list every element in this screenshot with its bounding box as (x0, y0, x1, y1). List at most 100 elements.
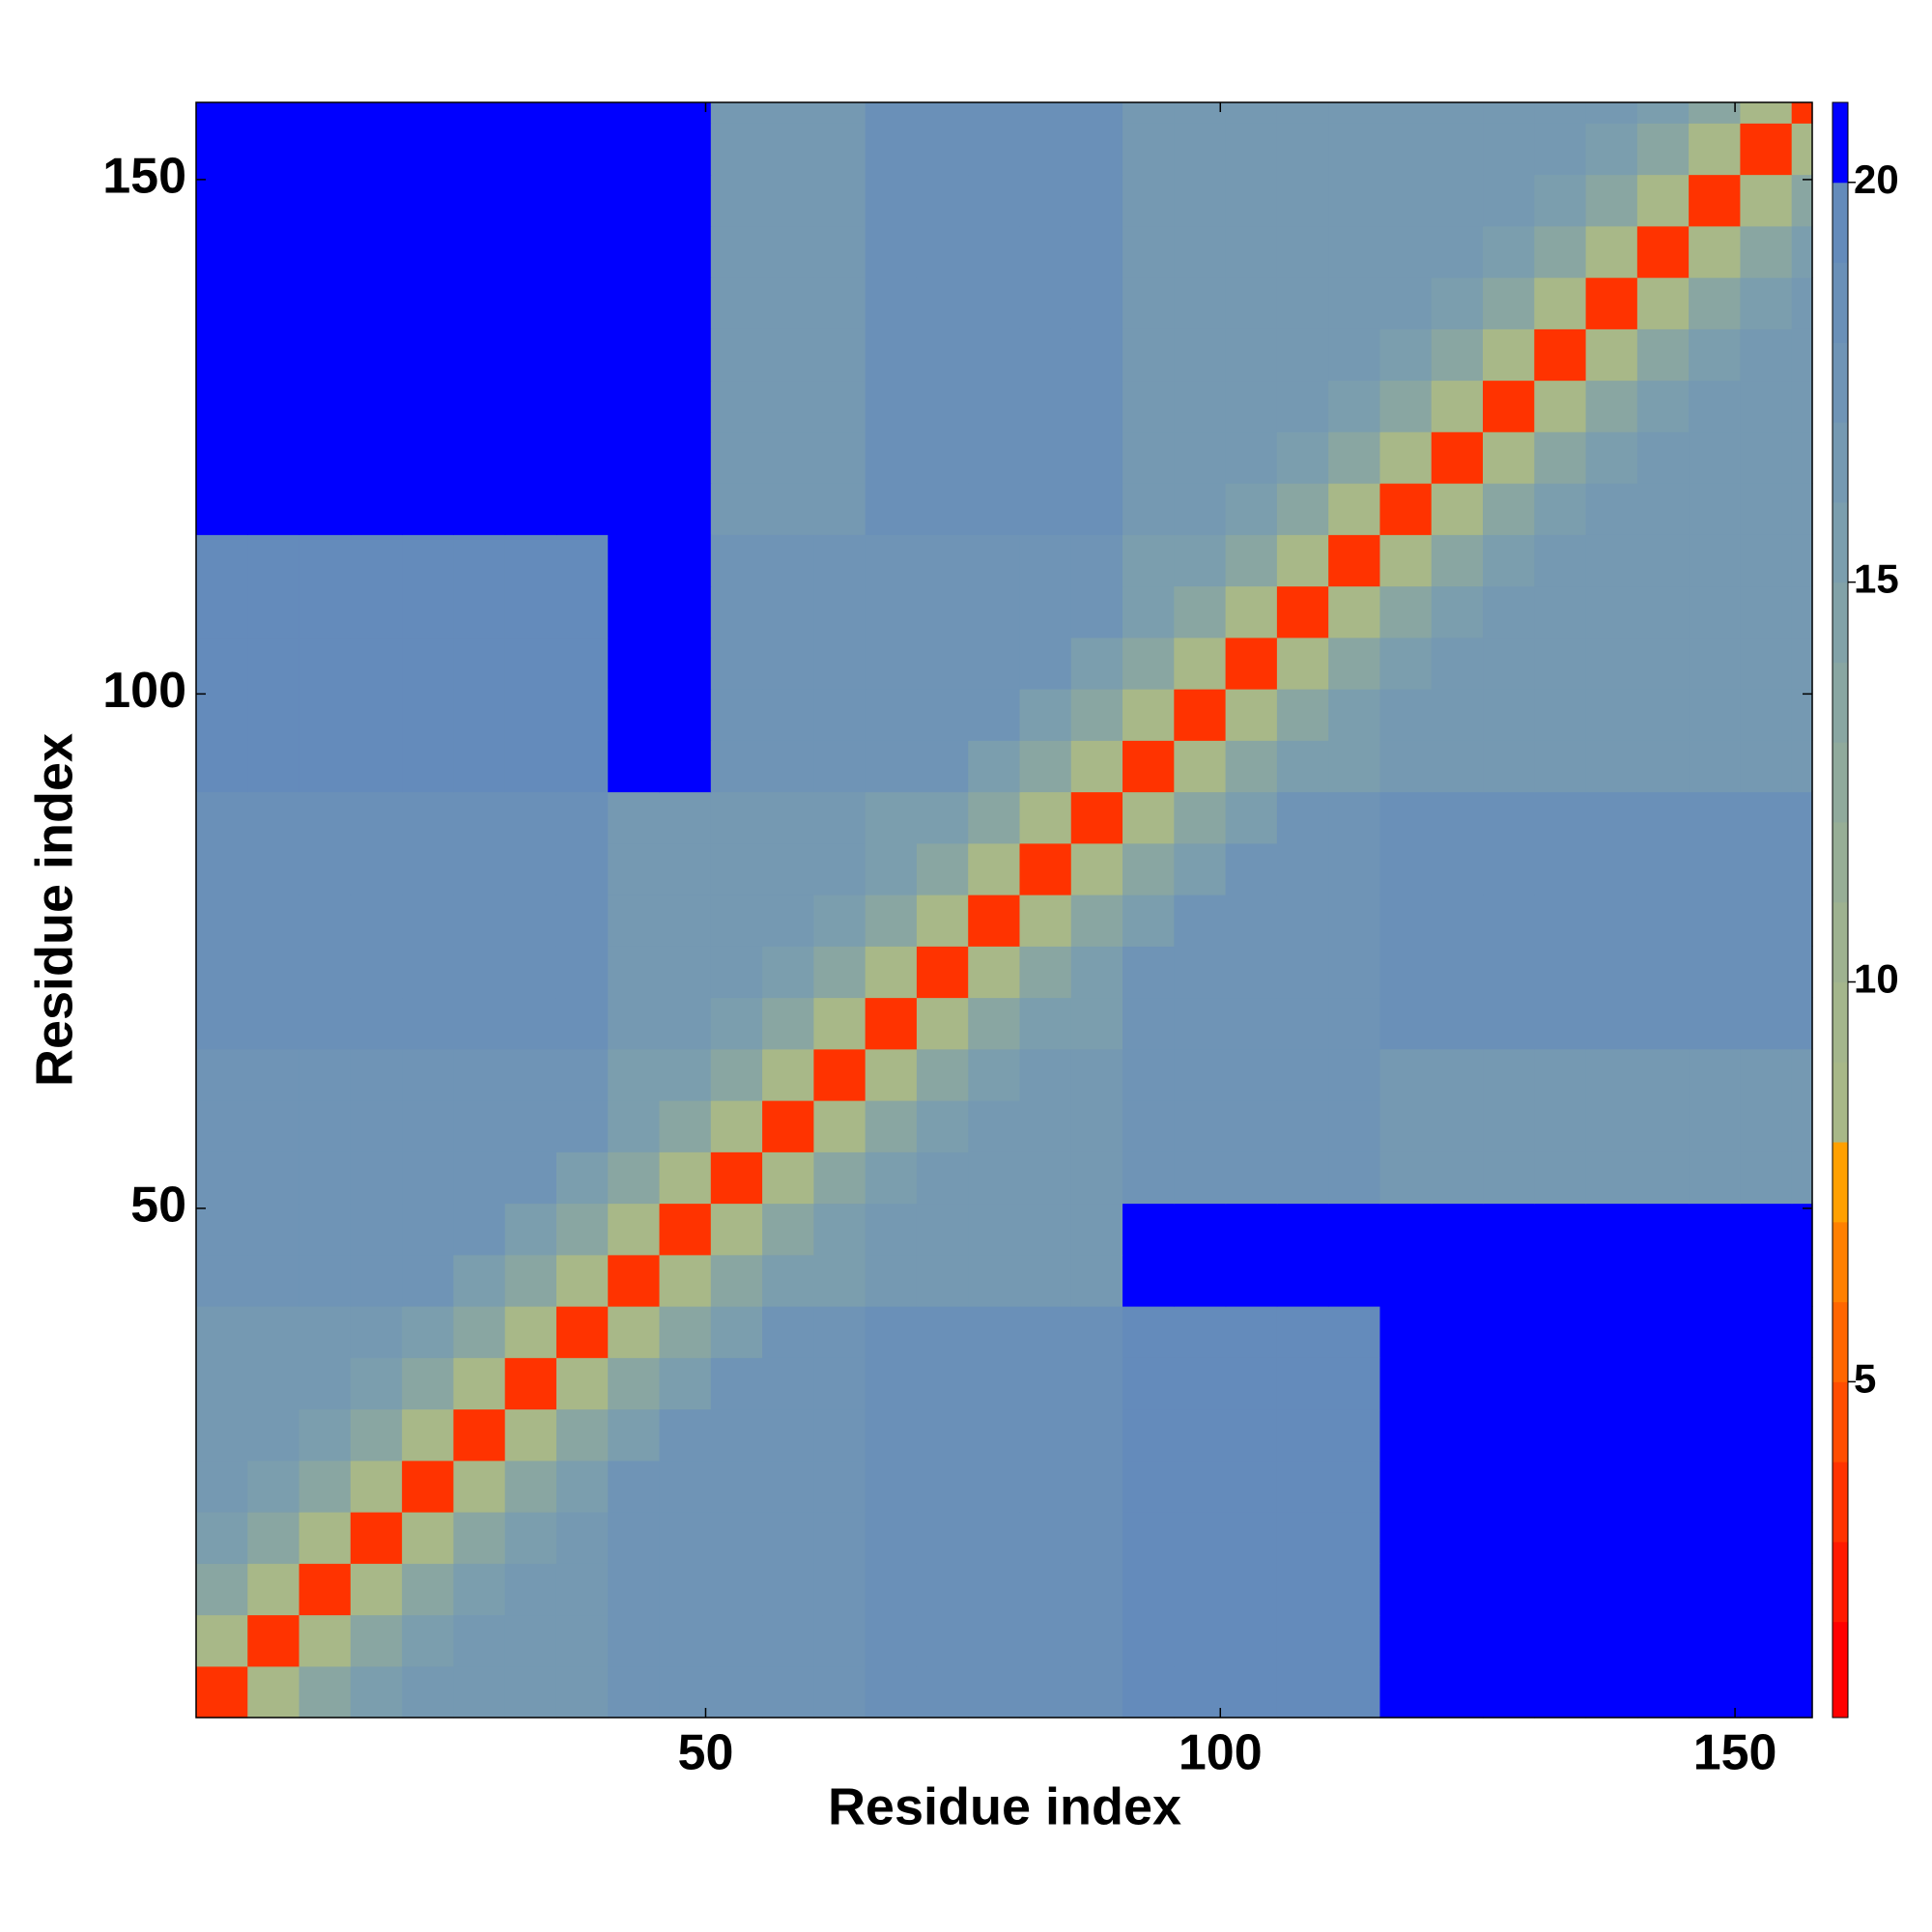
heatmap-cell (402, 637, 455, 690)
heatmap-cell (968, 1357, 1021, 1410)
heatmap-cell (1689, 1048, 1742, 1101)
heatmap-cell (1174, 689, 1227, 741)
heatmap-cell (504, 1357, 557, 1410)
heatmap-cell (865, 946, 918, 999)
heatmap-cell (504, 946, 557, 999)
heatmap-cell (1225, 1408, 1278, 1462)
heatmap-cell (1122, 791, 1175, 844)
heatmap-cell (247, 1203, 300, 1256)
heatmap-cell (865, 689, 918, 741)
heatmap-cell (1740, 123, 1793, 176)
heatmap-cell (1585, 1408, 1638, 1462)
heatmap-cell (1689, 431, 1742, 484)
heatmap-cell (968, 123, 1021, 176)
heatmap-cell (1122, 1151, 1175, 1205)
heatmap-cell (1534, 1254, 1587, 1307)
heatmap-cell (1019, 1665, 1072, 1719)
colorbar-band (1833, 262, 1848, 343)
heatmap-cell (1276, 1408, 1329, 1462)
heatmap-cell (1740, 946, 1793, 999)
heatmap-cell (762, 997, 814, 1050)
heatmap-cell (916, 1665, 969, 1719)
heatmap-cell (1791, 637, 1813, 690)
heatmap-cell (1174, 1665, 1227, 1719)
heatmap-cell (1791, 380, 1813, 433)
heatmap-cell (968, 1151, 1021, 1205)
heatmap-cell (1174, 946, 1227, 999)
heatmap-cell (1276, 1048, 1329, 1101)
heatmap-cell (453, 1408, 506, 1462)
heatmap-cell (865, 277, 918, 329)
heatmap-cell (608, 637, 661, 690)
heatmap-cell (710, 1306, 763, 1358)
heatmap-cell (196, 842, 248, 895)
heatmap-cell (1174, 483, 1227, 535)
heatmap-cell (504, 637, 557, 690)
heatmap-cell (1276, 740, 1329, 793)
heatmap-cell (710, 483, 763, 535)
heatmap-cell (1122, 1665, 1175, 1719)
heatmap-cell (1328, 791, 1381, 844)
heatmap-cell (298, 1665, 352, 1719)
heatmap-cell (504, 689, 557, 741)
heatmap-cell (1585, 1563, 1638, 1616)
heatmap-cell (1431, 431, 1484, 484)
heatmap-cell (350, 1048, 403, 1101)
heatmap-cell (710, 585, 763, 639)
heatmap-cell (1791, 1408, 1813, 1462)
heatmap-cell (865, 123, 918, 176)
heatmap-cell (1483, 174, 1535, 227)
heatmap-cell (453, 225, 506, 278)
heatmap-cell (1689, 1357, 1742, 1410)
heatmap-cell (402, 997, 455, 1050)
heatmap-cell (1225, 1203, 1278, 1256)
heatmap-cell (1328, 1048, 1381, 1101)
heatmap-cell (1070, 997, 1123, 1050)
heatmap-cell (1791, 1151, 1813, 1205)
heatmap-cell (710, 1203, 763, 1256)
heatmap-cell (916, 1151, 969, 1205)
heatmap-cell (1636, 483, 1690, 535)
heatmap-cell (1636, 997, 1690, 1050)
heatmap-cell (1791, 328, 1813, 382)
heatmap-cell (1379, 740, 1433, 793)
heatmap-cell (1379, 1048, 1433, 1101)
heatmap-cell (1636, 328, 1690, 382)
heatmap-cell (1070, 946, 1123, 999)
heatmap-cell (865, 174, 918, 227)
heatmap-cell (247, 740, 300, 793)
heatmap-cell (1585, 1357, 1638, 1410)
heatmap-cell (1740, 102, 1793, 124)
colorbar-band (1833, 501, 1848, 583)
heatmap-cell (1122, 740, 1175, 793)
heatmap-cell (1585, 328, 1638, 382)
colorbar-band (1833, 1142, 1848, 1223)
heatmap-cell (1276, 483, 1329, 535)
heatmap-cell (1483, 585, 1535, 639)
heatmap-cell (402, 895, 455, 947)
heatmap-cell (762, 1408, 814, 1462)
heatmap-cell (1534, 1100, 1587, 1152)
heatmap-cell (1740, 1460, 1793, 1513)
heatmap-cell (350, 997, 403, 1050)
heatmap-cell (555, 585, 609, 639)
heatmap-cell (1791, 1306, 1813, 1358)
heatmap-cell (1019, 1460, 1072, 1513)
heatmap-cell (504, 1151, 557, 1205)
heatmap-cell (813, 1614, 867, 1667)
heatmap-cell (1225, 483, 1278, 535)
heatmap-cell (1534, 534, 1587, 587)
heatmap-cell (1122, 1614, 1175, 1667)
heatmap-cell (1585, 1100, 1638, 1152)
heatmap-cell (1636, 791, 1690, 844)
heatmap-cell (247, 1460, 300, 1513)
colorbar-band (1833, 422, 1848, 503)
heatmap-cell (1328, 895, 1381, 947)
heatmap-cell (762, 1614, 814, 1667)
heatmap-cell (608, 946, 661, 999)
heatmap-cell (1225, 123, 1278, 176)
heatmap-cell (453, 585, 506, 639)
heatmap-cell (1431, 1048, 1484, 1101)
heatmap-cell (402, 791, 455, 844)
heatmap-cell (1689, 997, 1742, 1050)
